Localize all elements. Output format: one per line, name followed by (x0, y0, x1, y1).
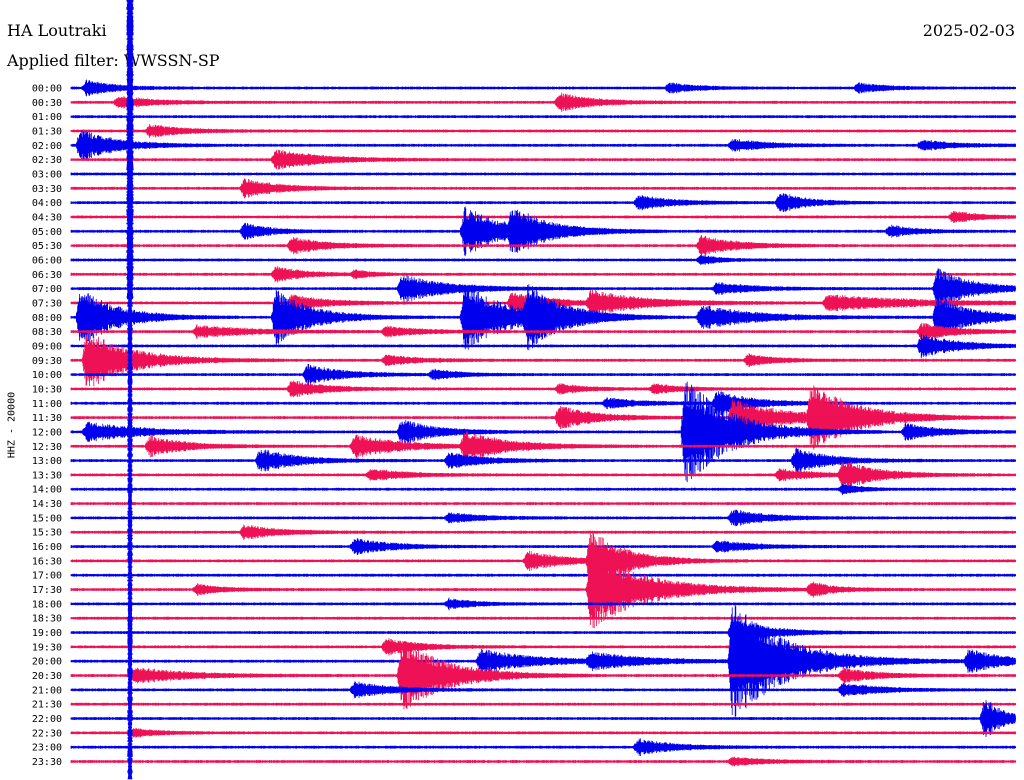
row-time-label: 07:00 (32, 284, 62, 295)
row-time-label: 05:00 (32, 227, 62, 238)
row-time-label: 04:30 (32, 212, 62, 223)
date-label: 2025-02-03 (922, 21, 1015, 40)
row-time-label: 13:30 (32, 470, 62, 481)
row-time-label: 03:30 (32, 184, 62, 195)
row-time-label: 19:30 (32, 642, 62, 653)
row-time-label: 05:30 (32, 241, 62, 252)
row-time-label: 15:30 (32, 528, 62, 539)
row-time-label: 19:00 (32, 628, 62, 639)
row-time-label: 07:30 (32, 298, 62, 309)
row-time-label: 00:00 (32, 84, 62, 95)
row-time-label: 22:00 (32, 714, 62, 725)
row-time-label: 20:30 (32, 671, 62, 682)
row-time-label: 23:00 (32, 743, 62, 754)
row-time-label: 18:30 (32, 614, 62, 625)
row-time-label: 11:30 (32, 413, 62, 424)
row-time-label: 06:00 (32, 255, 62, 266)
row-time-label: 10:00 (32, 370, 62, 381)
row-time-label: 13:00 (32, 456, 62, 467)
row-time-label: 08:30 (32, 327, 62, 338)
y-axis-label: HHZ - 20000 (6, 391, 18, 459)
row-time-label: 10:30 (32, 384, 62, 395)
row-time-label: 16:30 (32, 556, 62, 567)
station-title: HA Loutraki (7, 21, 107, 40)
row-time-label: 03:00 (32, 169, 62, 180)
row-time-label: 15:00 (32, 513, 62, 524)
row-time-label: 16:00 (32, 542, 62, 553)
row-time-label: 14:00 (32, 485, 62, 496)
row-time-label: 00:30 (32, 98, 62, 109)
row-time-label: 02:30 (32, 155, 62, 166)
row-time-label: 22:30 (32, 728, 62, 739)
row-time-label: 17:00 (32, 571, 62, 582)
row-time-label: 12:00 (32, 427, 62, 438)
row-time-label: 20:00 (32, 657, 62, 668)
row-time-label: 01:30 (32, 126, 62, 137)
row-time-label: 12:30 (32, 442, 62, 453)
row-time-label: 09:00 (32, 341, 62, 352)
row-time-label: 21:00 (32, 685, 62, 696)
row-time-label: 09:30 (32, 356, 62, 367)
row-time-label: 18:00 (32, 599, 62, 610)
row-time-label: 23:30 (32, 757, 62, 768)
row-time-label: 14:30 (32, 499, 62, 510)
filter-label: Applied filter: WWSSN-SP (7, 51, 220, 70)
row-time-label: 02:00 (32, 141, 62, 152)
row-time-label: 21:30 (32, 700, 62, 711)
row-time-label: 06:30 (32, 270, 62, 281)
row-time-label: 17:30 (32, 585, 62, 596)
row-time-label: 01:00 (32, 112, 62, 123)
row-time-label: 11:00 (32, 399, 62, 410)
clipped-signal-spike (126, 0, 134, 780)
row-time-label: 08:00 (32, 313, 62, 324)
row-time-label: 04:00 (32, 198, 62, 209)
